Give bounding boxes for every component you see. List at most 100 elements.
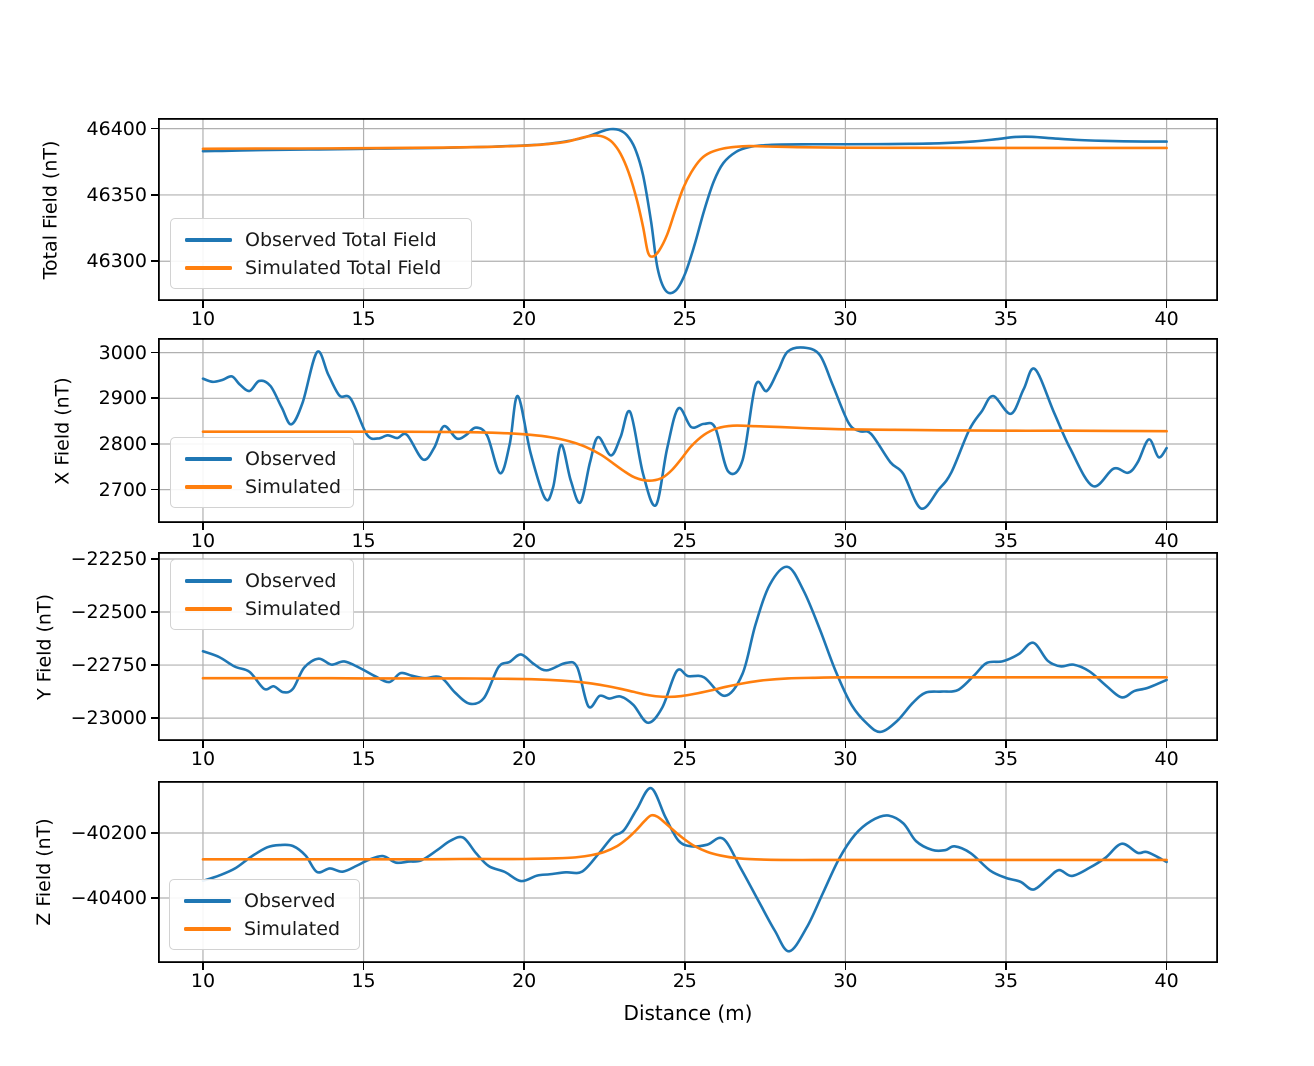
y-tick-label: 2700 <box>98 478 147 501</box>
legend-entry: Simulated Total Field <box>171 254 471 282</box>
legend-label: Simulated <box>245 476 342 498</box>
y-tick-mark <box>151 664 158 666</box>
x-tick-label: 35 <box>993 530 1019 552</box>
x-tick-label: 30 <box>833 308 858 330</box>
x-tick-mark <box>1165 523 1168 530</box>
legend-entry: Simulated <box>171 595 353 623</box>
x-tick-label: 30 <box>833 530 858 552</box>
x-tick-mark <box>202 963 204 970</box>
x-tick-label: 25 <box>672 748 697 770</box>
y-tick-label: −40400 <box>70 887 147 909</box>
legend-label: Simulated Total Field <box>245 257 442 279</box>
x-tick-mark <box>202 523 204 530</box>
y-tick-label: 46350 <box>86 183 147 206</box>
axes-spines <box>158 338 1218 523</box>
x-tick-mark <box>523 963 525 970</box>
y-axis-label-x-field: X Field (nT) <box>51 376 73 485</box>
y-tick-mark <box>151 717 158 719</box>
y-tick-mark <box>151 127 158 130</box>
x-tick-mark <box>202 741 204 748</box>
y-axis-label-z-field: Z Field (nT) <box>33 818 55 926</box>
x-tick-label: 10 <box>190 308 216 330</box>
y-tick-label: −40200 <box>70 822 147 844</box>
x-tick-mark <box>362 963 365 970</box>
x-tick-label: 20 <box>512 308 537 330</box>
y-tick-mark <box>151 897 158 899</box>
x-tick-label: 40 <box>1154 530 1179 552</box>
x-tick-label: 20 <box>512 970 537 992</box>
y-tick-mark <box>151 397 158 400</box>
x-field-observed-line <box>201 346 1168 510</box>
y-field-observed-line <box>201 565 1168 734</box>
x-tick-label: 10 <box>190 530 216 552</box>
legend-entry: Simulated <box>171 473 353 501</box>
y-tick-label: −23000 <box>70 707 147 730</box>
legend-label: Observed <box>245 448 337 470</box>
x-tick-mark <box>523 741 525 748</box>
x-tick-label: 25 <box>672 970 697 992</box>
legend-line-sample <box>185 266 232 270</box>
x-tick-mark <box>683 741 686 748</box>
z-field-simulated-line <box>201 813 1168 862</box>
x-tick-label: 25 <box>672 530 697 552</box>
x-axis-label: Distance (m) <box>623 1001 753 1025</box>
x-tick-mark <box>683 523 686 530</box>
x-tick-mark <box>1005 301 1007 308</box>
y-tick-mark <box>151 611 158 613</box>
x-tick-mark <box>683 963 686 970</box>
x-tick-mark <box>1165 301 1168 308</box>
axes-spines <box>158 781 1218 963</box>
legend-label: Simulated <box>245 598 342 620</box>
x-tick-mark <box>844 741 847 748</box>
y-tick-label: −22250 <box>70 548 147 570</box>
legend-line-sample <box>185 579 232 583</box>
x-tick-mark <box>202 301 204 308</box>
axes-total-field <box>158 118 1218 301</box>
legend-line-sample <box>185 238 232 242</box>
legend-label: Observed Total Field <box>245 229 437 251</box>
y-tick-label: 2900 <box>98 387 147 410</box>
x-tick-mark <box>523 301 525 308</box>
x-tick-mark <box>1005 963 1007 970</box>
y-tick-label: −22500 <box>70 601 147 624</box>
legend-total-field: Observed Total Field Simulated Total Fiel… <box>170 218 472 289</box>
y-tick-label: 3000 <box>98 341 147 364</box>
x-tick-mark <box>1005 741 1007 748</box>
y-tick-mark <box>151 260 158 262</box>
legend-label: Observed <box>244 890 336 912</box>
y-tick-mark <box>151 558 158 560</box>
y-axis-label-total-field: Total Field (nT) <box>39 140 61 279</box>
y-tick-mark <box>151 194 158 196</box>
x-tick-label: 10 <box>190 748 216 770</box>
legend-entry: Observed <box>171 567 353 595</box>
y-axis-label-y-field: Y Field (nT) <box>33 593 55 700</box>
x-tick-label: 10 <box>190 970 216 992</box>
legend-label: Simulated <box>244 918 341 940</box>
x-tick-mark <box>362 523 365 530</box>
x-tick-label: 15 <box>351 970 376 992</box>
legend-entry: Observed Total Field <box>171 226 471 254</box>
x-tick-mark <box>844 523 847 530</box>
y-tick-label: 46400 <box>86 117 147 140</box>
y-tick-label: 2800 <box>98 432 147 455</box>
axes-z-field <box>158 781 1218 963</box>
y-tick-mark <box>151 351 158 354</box>
legend-label: Observed <box>245 570 337 592</box>
total-field-simulated-total-field-line <box>201 134 1168 258</box>
x-tick-mark <box>844 963 847 970</box>
x-tick-mark <box>1165 963 1168 970</box>
legend-entry: Simulated <box>170 915 359 943</box>
z-field-observed-line <box>201 786 1168 953</box>
legend-x-field: Observed Simulated <box>170 437 354 508</box>
x-tick-label: 35 <box>993 748 1019 770</box>
legend-line-sample <box>185 485 232 489</box>
legend-line-sample <box>185 607 232 611</box>
legend-entry: Observed <box>171 445 353 473</box>
x-tick-label: 40 <box>1154 308 1179 330</box>
legend-entry: Observed <box>170 887 359 915</box>
x-tick-mark <box>362 301 365 308</box>
y-tick-label: −22750 <box>70 654 147 677</box>
x-tick-label: 15 <box>351 308 376 330</box>
x-tick-mark <box>1005 523 1007 530</box>
x-tick-label: 40 <box>1154 970 1179 992</box>
